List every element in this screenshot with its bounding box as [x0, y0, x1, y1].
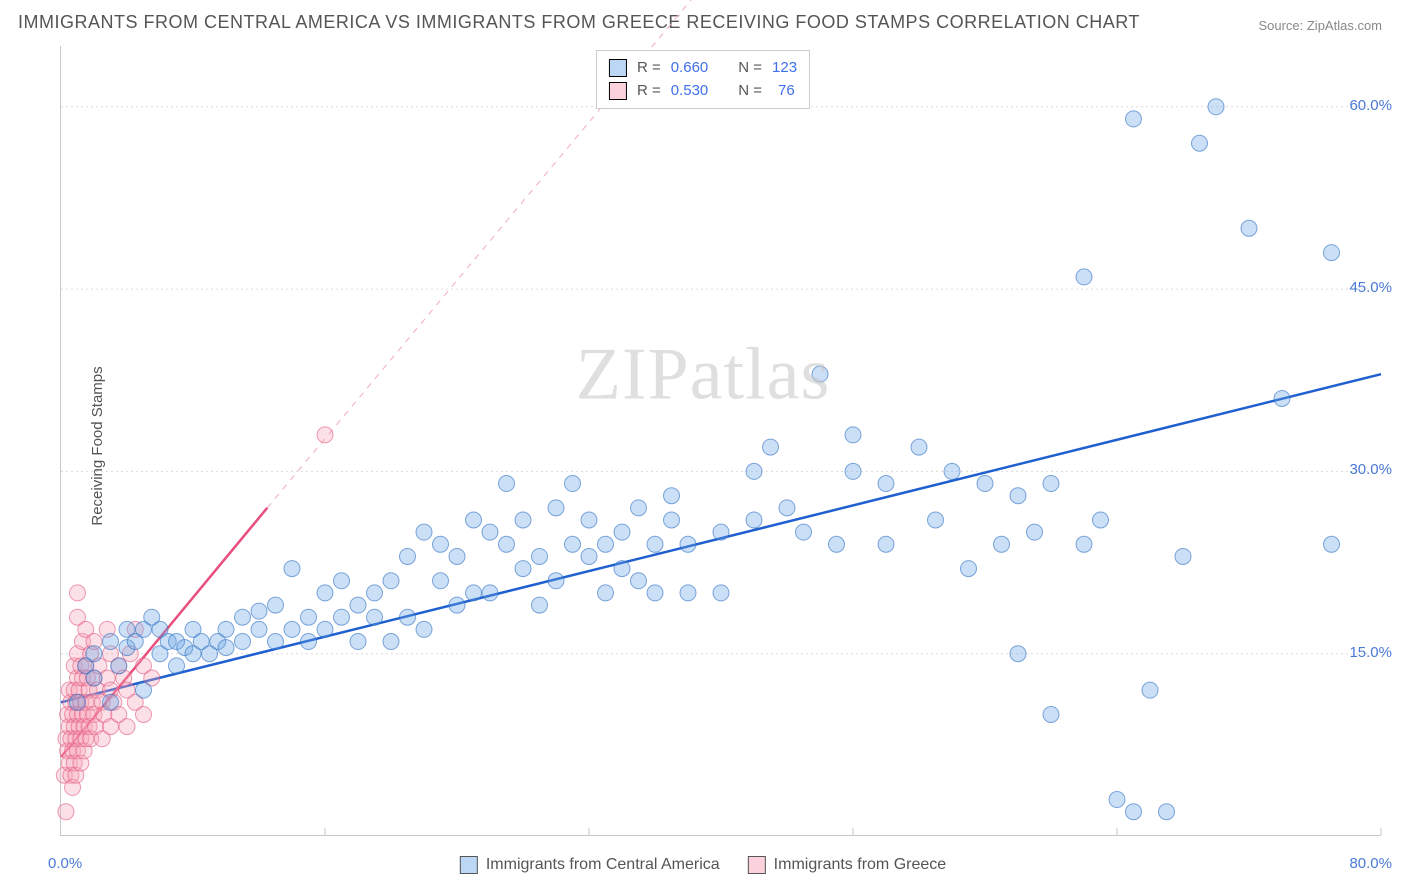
legend-item-blue: Immigrants from Central America [460, 856, 720, 874]
ytick-label: 15.0% [1349, 644, 1392, 661]
swatch-pink [609, 82, 627, 100]
xmax-label: 80.0% [1349, 855, 1392, 872]
source-attribution: Source: ZipAtlas.com [1258, 18, 1382, 33]
origin-label: 0.0% [48, 855, 82, 872]
n-label: N = [738, 57, 762, 80]
r-value-pink: 0.530 [671, 80, 709, 103]
r-value-blue: 0.660 [671, 57, 709, 80]
scatter-svg [61, 46, 1380, 835]
n-label: N = [738, 80, 762, 103]
n-value-pink: 76 [772, 80, 795, 103]
swatch-blue [460, 856, 478, 874]
plot-area [60, 46, 1380, 836]
ytick-label: 60.0% [1349, 97, 1392, 114]
swatch-blue [609, 59, 627, 77]
ytick-label: 30.0% [1349, 461, 1392, 478]
swatch-pink [748, 856, 766, 874]
n-value-blue: 123 [772, 57, 797, 80]
legend-row-blue: R = 0.660 N = 123 [609, 57, 797, 80]
chart-title: IMMIGRANTS FROM CENTRAL AMERICA VS IMMIG… [18, 12, 1140, 33]
legend-row-pink: R = 0.530 N = 76 [609, 80, 797, 103]
series1-label: Immigrants from Central America [486, 856, 720, 874]
ytick-label: 45.0% [1349, 279, 1392, 296]
r-label: R = [637, 80, 661, 103]
r-label: R = [637, 57, 661, 80]
series2-label: Immigrants from Greece [774, 856, 946, 874]
series-legend: Immigrants from Central America Immigran… [452, 856, 954, 874]
legend-item-pink: Immigrants from Greece [748, 856, 946, 874]
correlation-legend: R = 0.660 N = 123 R = 0.530 N = 76 [596, 50, 810, 109]
